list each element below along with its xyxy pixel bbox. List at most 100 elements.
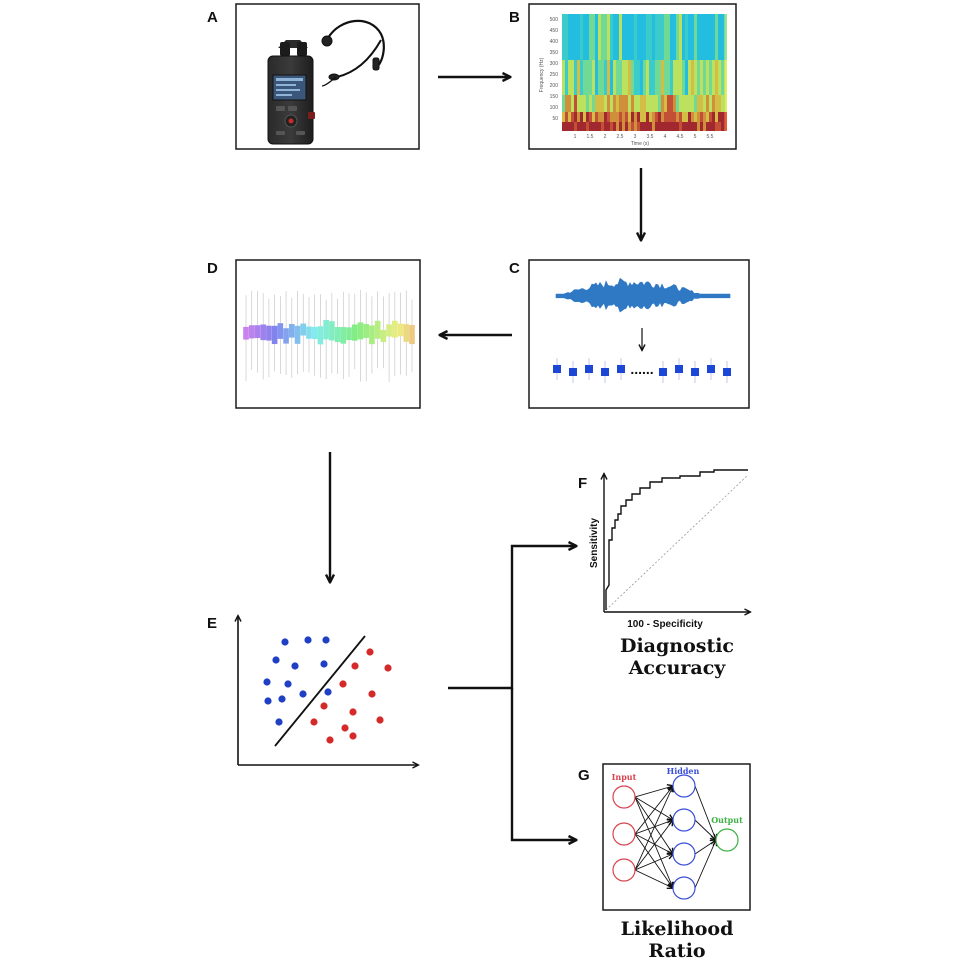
spectrogram-cell <box>670 14 673 60</box>
boxplot-box <box>254 325 261 339</box>
spectrogram-cell <box>604 112 607 122</box>
spectrogram-cell <box>619 122 622 131</box>
class-blue-point <box>322 636 330 644</box>
spectrogram-cell <box>580 14 583 60</box>
spectrogram-cell <box>676 122 679 131</box>
spectrogram-cell <box>622 60 625 95</box>
spectrogram-cell <box>613 112 616 122</box>
feature-box <box>617 365 625 373</box>
spectrogram-cell <box>571 14 574 60</box>
spectrogram-cell <box>634 112 637 122</box>
spectrogram-cell <box>628 60 631 95</box>
class-red-point <box>376 716 384 724</box>
spectrogram-cell <box>607 60 610 95</box>
spectrogram-cell <box>703 60 706 95</box>
y-tick: 300 <box>550 61 559 67</box>
hidden-node <box>672 876 696 900</box>
spectrogram-cell <box>712 122 715 131</box>
feature-box <box>553 365 561 373</box>
spectrogram-cell <box>724 112 727 122</box>
roc-diagonal <box>605 474 749 611</box>
panel-c-frame <box>528 259 750 409</box>
class-red-point <box>349 732 357 740</box>
panel-c: C ...... <box>509 259 750 409</box>
y-tick: 150 <box>550 94 559 100</box>
spectrogram-cell <box>598 60 601 95</box>
spectrogram-cell <box>697 95 700 112</box>
spectrogram-cell <box>565 112 568 122</box>
network-edge <box>634 796 673 820</box>
spectrogram-cell <box>565 14 568 60</box>
spectrogram-cell <box>673 95 676 112</box>
boxplot-box <box>329 321 335 341</box>
boxplot-box <box>243 326 249 340</box>
spectrogram-cell <box>700 14 703 60</box>
spectrogram-cell <box>673 112 676 122</box>
spectrogram-cell <box>568 122 571 131</box>
spectrogram-cell <box>688 14 691 60</box>
spectrogram-cell <box>613 122 616 131</box>
class-red-point <box>349 708 357 716</box>
spectrogram-cell <box>694 14 697 60</box>
spectrogram-cell <box>682 122 685 131</box>
network-edge <box>634 854 673 871</box>
boxplot-box <box>369 325 375 345</box>
class-blue-point <box>304 636 312 644</box>
y-tick: 100 <box>550 105 559 111</box>
spectrogram-cell <box>571 112 574 122</box>
spectrogram-y-ticks: 500 450 400 350 300 250 200 150 100 50 <box>550 17 559 122</box>
class-red-point <box>326 736 334 744</box>
spectrogram-cell <box>691 122 694 131</box>
spectrogram-cell <box>649 122 652 131</box>
spectrogram-cell <box>565 60 568 95</box>
spectrogram-cell <box>601 60 604 95</box>
spectrogram-cell <box>568 95 571 112</box>
spectrogram-cell <box>676 60 679 95</box>
spectrogram-cell <box>712 95 715 112</box>
spectrogram-cell <box>664 122 667 131</box>
panel-g: G Input Hidden Output Likelihood Ratio <box>578 763 751 960</box>
spectrogram-cell <box>721 60 724 95</box>
boxplot-box <box>346 327 352 341</box>
spectrogram-cell <box>610 112 613 122</box>
panel-letter-d: D <box>207 260 218 277</box>
spectrogram-cell <box>667 122 670 131</box>
class-red-point <box>351 662 359 670</box>
spectrogram-cell <box>574 95 577 112</box>
spectrogram-cell <box>688 122 691 131</box>
class-red-point <box>310 718 318 726</box>
spectrogram-cell <box>640 122 643 131</box>
spectrogram-cell <box>577 14 580 60</box>
spectrogram-cell <box>712 60 715 95</box>
x-tick: 2.5 <box>617 134 624 140</box>
spectrogram-cell <box>625 14 628 60</box>
output-node <box>715 828 739 852</box>
spectrogram-cell <box>682 60 685 95</box>
spectrogram-cell <box>703 112 706 122</box>
spectrogram-cell <box>625 122 628 131</box>
spectrogram-cell <box>685 122 688 131</box>
spectrogram-cell <box>562 14 565 60</box>
spectrogram-cell <box>655 60 658 95</box>
spectrogram-cell <box>637 14 640 60</box>
spectrogram-cell <box>715 122 718 131</box>
input-node <box>612 785 636 809</box>
spectrogram-cell <box>622 14 625 60</box>
spectrogram-cell <box>655 112 658 122</box>
feature-box <box>585 365 593 373</box>
spectrogram-cell <box>604 122 607 131</box>
class-red-point <box>368 690 376 698</box>
hidden-node <box>672 842 696 866</box>
spectrogram-cell <box>592 122 595 131</box>
spectrogram-cell <box>637 112 640 122</box>
feature-box <box>723 368 731 376</box>
network-edge <box>634 786 673 871</box>
spectrogram-cell <box>694 60 697 95</box>
boxplot-box <box>397 323 404 337</box>
spectrogram-cell <box>619 14 622 60</box>
recorder-device <box>267 40 315 145</box>
spectrogram-cell <box>580 95 583 112</box>
spectrogram-cell <box>673 60 676 95</box>
spectrogram-cell <box>616 122 619 131</box>
boxplot-box <box>363 324 370 338</box>
